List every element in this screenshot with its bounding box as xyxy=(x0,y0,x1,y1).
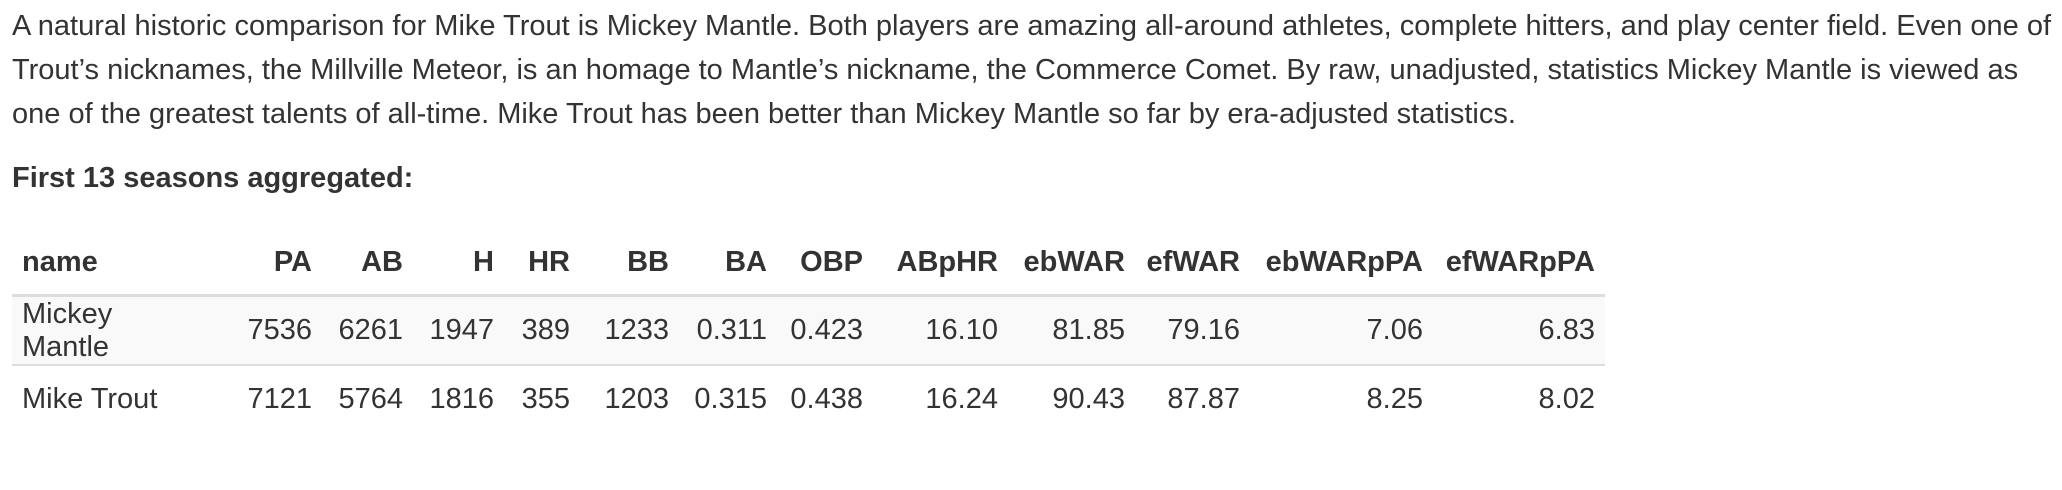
table-cell: 90.43 xyxy=(1008,364,1135,433)
column-header: ebWAR xyxy=(1008,230,1135,297)
column-header: HR xyxy=(504,230,580,297)
table-cell: 389 xyxy=(504,295,580,365)
table-cell: 79.16 xyxy=(1135,295,1250,365)
table-cell: 1816 xyxy=(413,364,504,433)
table-cell: 0.438 xyxy=(777,364,873,433)
table-cell: 7536 xyxy=(217,295,322,365)
intro-paragraph: A natural historic comparison for Mike T… xyxy=(12,10,2052,130)
section-heading: First 13 seasons aggregated: xyxy=(12,162,414,194)
table-cell: 5764 xyxy=(322,364,413,433)
table-cell: 0.315 xyxy=(679,364,777,433)
table-cell: Mike Trout xyxy=(12,364,217,433)
column-header: BB xyxy=(580,230,679,297)
table-cell: 0.423 xyxy=(777,295,873,365)
column-header: PA xyxy=(217,230,322,297)
table-cell: 16.10 xyxy=(873,295,1008,365)
column-header: name xyxy=(12,230,217,297)
table-cell: Mickey Mantle xyxy=(12,295,217,365)
column-header: BA xyxy=(679,230,777,297)
column-header: ebWARpPA xyxy=(1250,230,1433,297)
column-header: OBP xyxy=(777,230,873,297)
table-cell: 8.02 xyxy=(1433,364,1605,433)
column-header: efWARpPA xyxy=(1433,230,1605,297)
table-cell: 0.311 xyxy=(679,295,777,365)
table-cell: 16.24 xyxy=(873,364,1008,433)
table-row: Mike Trout 7121 5764 1816 355 1203 0.315… xyxy=(12,364,1605,433)
table-cell: 6.83 xyxy=(1433,295,1605,365)
table-cell: 1233 xyxy=(580,295,679,365)
table-cell: 7121 xyxy=(217,364,322,433)
table-cell: 6261 xyxy=(322,295,413,365)
table-cell: 81.85 xyxy=(1008,295,1135,365)
table-cell: 355 xyxy=(504,364,580,433)
column-header: ABpHR xyxy=(873,230,1008,297)
table-row: Mickey Mantle 7536 6261 1947 389 1233 0.… xyxy=(12,295,1605,365)
column-header: H xyxy=(413,230,504,297)
table-cell: 1947 xyxy=(413,295,504,365)
table-cell: 7.06 xyxy=(1250,295,1433,365)
table-cell: 8.25 xyxy=(1250,364,1433,433)
column-header: efWAR xyxy=(1135,230,1250,297)
column-header: AB xyxy=(322,230,413,297)
table-header-row: name PA AB H HR BB BA OBP ABpHR ebWAR ef… xyxy=(12,230,1605,297)
table-cell: 1203 xyxy=(580,364,679,433)
table-cell: 87.87 xyxy=(1135,364,1250,433)
stats-table: name PA AB H HR BB BA OBP ABpHR ebWAR ef… xyxy=(12,230,1605,433)
